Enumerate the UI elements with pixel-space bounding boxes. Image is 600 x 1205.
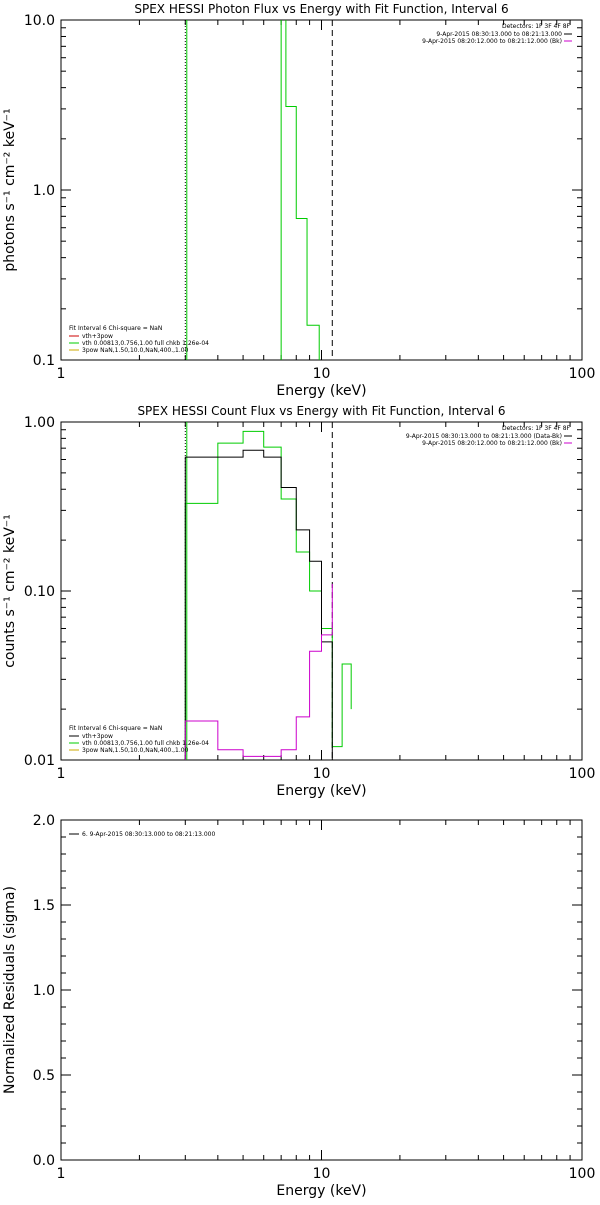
- legend-right-entry: 9-Apr-2015 08:30:13.000 to 08:21:13.000 …: [406, 433, 562, 440]
- x-axis-label: Energy (keV): [276, 783, 366, 799]
- y-tick-label: 0.10: [24, 584, 55, 600]
- detectors-label: Detectors: 1F 3F 4F 8F: [502, 425, 571, 432]
- legend-left-entry: vth 0.00813,0.756,1.00 full chkb 1.26e-0…: [82, 340, 209, 347]
- y-tick-label: 0.1: [33, 353, 55, 369]
- legend-right-entry: 9-Apr-2015 08:30:13.000 to 08:21:13.000: [436, 31, 562, 38]
- y-tick-label: 1.00: [24, 415, 55, 431]
- x-tick-label: 1: [57, 1166, 66, 1182]
- chart-panel-1: SPEX HESSI Photon Flux vs Energy with Fi…: [2, 2, 596, 399]
- detectors-label: Detectors: 1F 3F 4F 8F: [502, 23, 571, 30]
- x-axis-label: Energy (keV): [276, 1183, 366, 1199]
- x-tick-label: 1: [57, 766, 66, 782]
- x-tick-label: 100: [569, 1166, 596, 1182]
- chart-panel-3: 1 10 100 0.0 0.5 1.0 1.5 2.0 Energy (keV) Normali…: [2, 813, 595, 1199]
- histogram-series-1: [184, 430, 352, 760]
- histogram-series-1: [280, 20, 330, 360]
- x-tick-label: 100: [569, 366, 596, 382]
- y-tick-label: 0.0: [33, 1153, 55, 1169]
- plot-frame: [60, 819, 583, 1161]
- legend-right-entry: 9-Apr-2015 08:20:12.000 to 08:21:12.000 …: [422, 38, 562, 45]
- legend-left-entry: vth+3pow: [82, 333, 113, 340]
- y-tick-label: 0.01: [24, 753, 55, 769]
- x-tick-label: 100: [569, 766, 596, 782]
- y-tick-label: 1.0: [33, 183, 55, 199]
- y-axis-label: Normalized Residuals (sigma): [2, 886, 18, 1094]
- chart-panel-2: SPEX HESSI Count Flux vs Energy with Fit…: [2, 404, 595, 799]
- x-tick-label: 1: [57, 366, 66, 382]
- y-axis-label: photons s⁻¹ cm⁻² keV⁻¹: [2, 108, 18, 271]
- legend-left-entry: vth 0.00813,0.756,1.00 full chkb 1.26e-0…: [82, 740, 209, 747]
- chart-title: SPEX HESSI Photon Flux vs Energy with Fi…: [134, 2, 508, 16]
- plot-frame: [60, 19, 583, 361]
- legend-top-left-entry: 6. 9-Apr-2015 08:30:13.000 to 08:21:13.0…: [82, 831, 215, 838]
- chart-title: SPEX HESSI Count Flux vs Energy with Fit…: [137, 404, 505, 418]
- legend-left-entry: vth+3pow: [82, 733, 113, 740]
- histogram-series-2: [184, 449, 333, 760]
- legend-left-entry: 3pow NaN,1.50,10.0,NaN,400.,1.00: [82, 747, 189, 754]
- legend-left-entry: 3pow NaN,1.50,10.0,NaN,400.,1.00: [82, 347, 189, 354]
- histogram-series-3: [184, 584, 333, 760]
- y-tick-label: 1.5: [33, 898, 55, 914]
- x-tick-label: 10: [313, 366, 331, 382]
- y-tick-label: 10.0: [24, 13, 55, 29]
- x-axis-label: Energy (keV): [276, 383, 366, 399]
- legend-right-entry: 9-Apr-2015 08:20:12.000 to 08:21:12.000 …: [422, 440, 562, 447]
- legend-left-header: Fit Interval 6 Chi-square = NaN: [69, 725, 162, 732]
- y-tick-label: 1.0: [33, 983, 55, 999]
- y-axis-label: counts s⁻¹ cm⁻² keV⁻¹: [2, 514, 18, 668]
- legend-left-header: Fit Interval 6 Chi-square = NaN: [69, 325, 162, 332]
- y-tick-label: 0.5: [33, 1068, 55, 1084]
- x-tick-label: 10: [313, 1166, 331, 1182]
- y-tick-label: 2.0: [33, 813, 55, 829]
- x-tick-label: 10: [313, 766, 331, 782]
